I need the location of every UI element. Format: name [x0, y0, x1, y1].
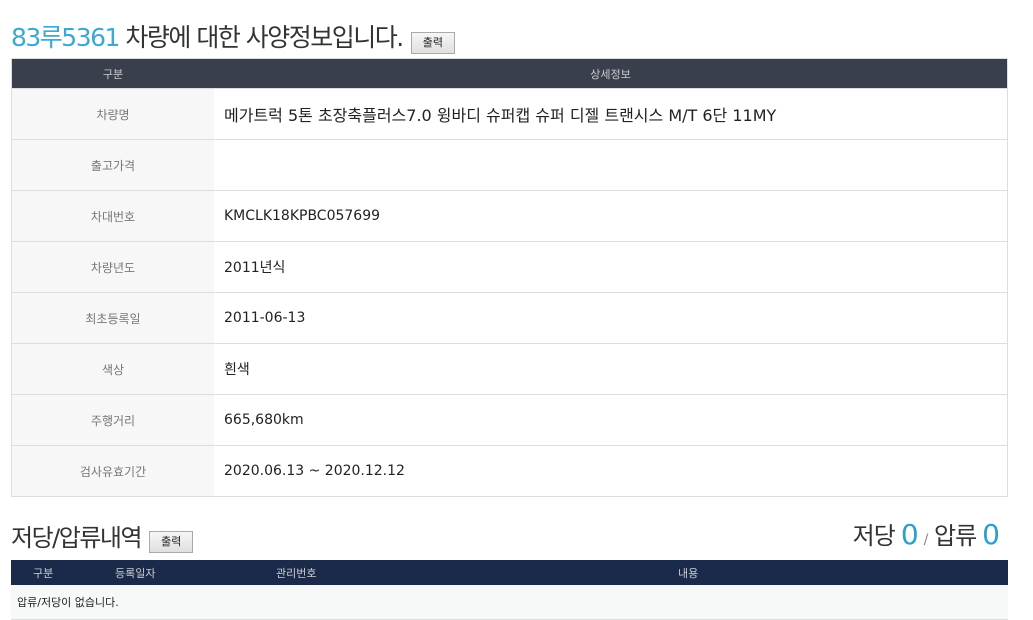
- table-row: 최초등록일 2011-06-13: [11, 292, 1008, 344]
- lien-title-text: 저당/압류내역: [11, 524, 143, 552]
- column-header: 상세정보: [214, 58, 1008, 89]
- column-header: 관리번호: [256, 560, 677, 585]
- separator: /: [923, 532, 929, 548]
- table-row: 출고가격: [11, 139, 1008, 191]
- table-row: 차량명 메가트럭 5톤 초장축플러스7.0 윙바디 슈퍼캡 슈퍼 디젤 트랜시스 …: [11, 88, 1008, 140]
- empty-message: 압류/저당이 없습니다.: [11, 585, 1008, 620]
- lien-print-button[interactable]: 출력: [149, 531, 194, 553]
- row-value: 메가트럭 5톤 초장축플러스7.0 윙바디 슈퍼캡 슈퍼 디젤 트랜시스 M/T…: [214, 88, 1008, 140]
- row-label: 검사유효기간: [11, 445, 214, 497]
- row-value: 665,680km: [214, 394, 1008, 446]
- row-label: 차량명: [11, 88, 214, 140]
- lien-table: 구분 등록일자 관리번호 내용 압류/저당이 없습니다.: [11, 560, 1008, 620]
- row-value: 2011-06-13: [214, 292, 1008, 344]
- lien-counts: 저당 0/ 압류 0: [853, 516, 1005, 551]
- row-label: 주행거리: [11, 394, 214, 446]
- row-value: KMCLK18KPBC057699: [214, 190, 1008, 242]
- row-label: 차량년도: [11, 241, 214, 293]
- row-value: 2011년식: [214, 241, 1008, 293]
- column-header: 내용: [677, 560, 1008, 585]
- plate-number: 83루5361: [11, 23, 120, 52]
- print-button[interactable]: 출력: [410, 32, 455, 54]
- row-label: 색상: [11, 343, 214, 395]
- column-header: 구분: [11, 560, 114, 585]
- spec-table: 구분 상세정보 차량명 메가트럭 5톤 초장축플러스7.0 윙바디 슈퍼캡 슈퍼 디…: [11, 58, 1008, 497]
- column-header: 등록일자: [114, 560, 256, 585]
- seizure-count: 0: [982, 518, 1000, 551]
- column-header: 구분: [11, 58, 214, 89]
- mortgage-count: 0: [900, 518, 919, 551]
- page-title: 83루5361 차량에 대한 사양정보입니다. 출력: [11, 18, 455, 54]
- row-value: [214, 139, 1008, 191]
- table-row: 차대번호 KMCLK18KPBC057699: [11, 190, 1008, 242]
- seizure-label: 압류: [934, 522, 977, 550]
- table-row: 검사유효기간 2020.06.13 ~ 2020.12.12: [11, 445, 1008, 497]
- lien-title: 저당/압류내역 출력: [11, 518, 194, 553]
- row-label: 최초등록일: [11, 292, 214, 344]
- row-label: 차대번호: [11, 190, 214, 242]
- row-value: 흰색: [214, 343, 1008, 395]
- table-row: 차량년도 2011년식: [11, 241, 1008, 293]
- row-value: 2020.06.13 ~ 2020.12.12: [214, 445, 1008, 497]
- table-row: 주행거리 665,680km: [11, 394, 1008, 446]
- mortgage-label: 저당: [852, 522, 896, 550]
- row-label: 출고가격: [11, 139, 214, 191]
- title-text: 차량에 대한 사양정보입니다.: [118, 23, 404, 52]
- table-row: 색상 흰색: [11, 343, 1008, 395]
